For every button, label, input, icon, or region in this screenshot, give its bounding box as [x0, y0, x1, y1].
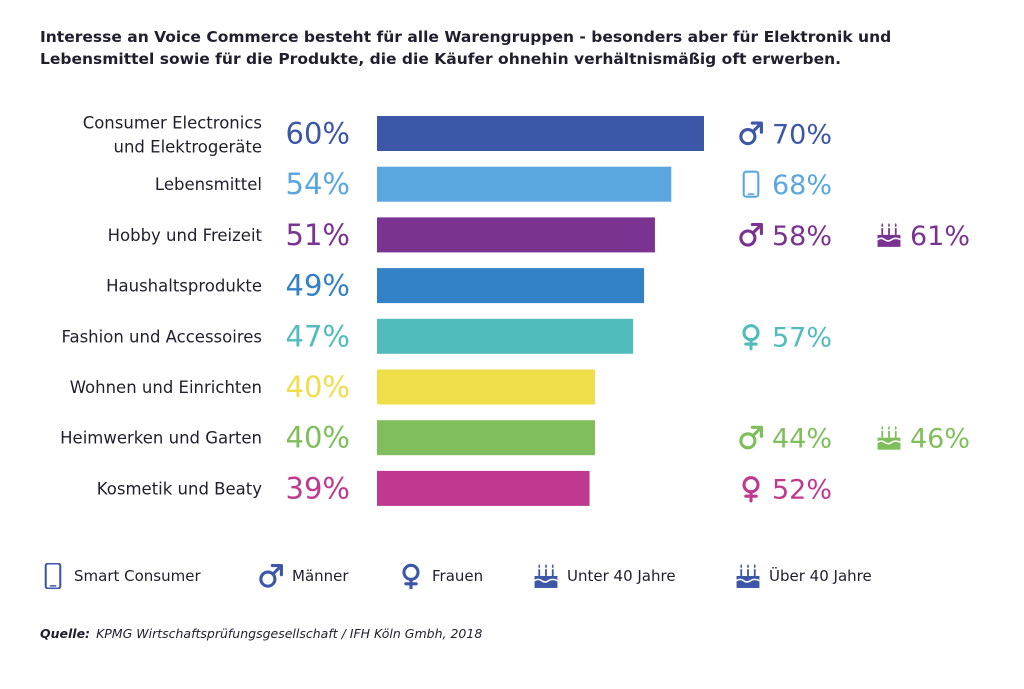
legend-item-maenner: Männer — [258, 556, 349, 596]
smartphone-icon — [742, 170, 760, 198]
legend-item-frauen: Frauen — [398, 556, 483, 596]
value-label: 60% — [286, 117, 350, 151]
segment-value-label: 58% — [772, 221, 832, 252]
source-note: Quelle: KPMG Wirtschaftsprüfungsgesellsch… — [40, 626, 482, 641]
bar — [377, 217, 655, 253]
chart-title-line-2: Lebensmittel sowie für die Produkte, die… — [40, 50, 842, 68]
category-label: Kosmetik und Beaty — [97, 479, 262, 498]
bar — [377, 369, 595, 405]
value-label: 49% — [286, 269, 350, 303]
male-icon — [739, 425, 763, 450]
source-prefix: Quelle: — [40, 626, 91, 641]
smartphone-icon — [40, 563, 66, 589]
source-text: KPMG Wirtschaftsprüfungsgesellschaft / I… — [96, 626, 483, 641]
category-label: Heimwerken und Garten — [60, 429, 262, 448]
female-icon — [742, 324, 760, 351]
bar — [377, 116, 704, 151]
segment-value-label: 70% — [772, 120, 832, 151]
legend-label: Männer — [292, 567, 349, 585]
segment-value-label: 61% — [910, 221, 970, 252]
bar — [377, 470, 590, 506]
category-label: Lebensmittel — [155, 175, 262, 194]
legend-item-unter-40: Unter 40 Jahre — [533, 556, 676, 596]
value-label: 47% — [286, 319, 350, 353]
segment-value-label: 52% — [772, 474, 832, 505]
bar — [377, 420, 595, 456]
value-label: 40% — [286, 370, 350, 404]
cake-icon — [735, 563, 761, 589]
legend-label: Smart Consumer — [74, 567, 201, 585]
chart-title-line-1: Interesse an Voice Commerce besteht für … — [40, 28, 892, 46]
legend-label: Über 40 Jahre — [769, 567, 872, 585]
male-icon — [258, 563, 284, 589]
legend-label: Unter 40 Jahre — [567, 567, 676, 585]
category-label: Wohnen und Einrichten — [70, 378, 262, 397]
chart-title: Interesse an Voice Commerce besteht für … — [40, 26, 940, 70]
legend-item-ueber-40: Über 40 Jahre — [735, 556, 872, 596]
male-icon — [739, 121, 763, 146]
bar — [377, 166, 672, 202]
bar-chart: Consumer Electronics und Elektrogeräte 60%… — [60, 114, 970, 506]
value-label: 54% — [286, 167, 350, 201]
segment-value-label: 46% — [910, 424, 970, 455]
legend: Smart Consumer Männer Frauen Unter 40 Ja… — [40, 556, 1000, 596]
female-icon — [398, 563, 424, 589]
value-label: 40% — [286, 421, 350, 455]
cake-icon — [877, 425, 901, 450]
legend-item-smart-consumer: Smart Consumer — [40, 556, 201, 596]
category-label: Hobby und Freizeit — [108, 226, 263, 245]
male-icon — [739, 222, 763, 247]
segment-value-label: 57% — [772, 322, 832, 353]
legend-label: Frauen — [432, 567, 484, 585]
bar — [377, 268, 645, 304]
category-label: Haushaltsprodukte — [106, 277, 262, 296]
category-label: Fashion und Accessoires — [62, 327, 263, 346]
value-label: 51% — [286, 218, 350, 252]
value-label: 39% — [286, 471, 350, 505]
segment-value-label: 44% — [772, 424, 832, 455]
cake-icon — [877, 222, 901, 247]
cake-icon — [533, 563, 559, 589]
segment-value-label: 68% — [772, 170, 832, 201]
category-label: Consumer Electronics und Elektrogeräte — [83, 114, 262, 157]
female-icon — [742, 476, 760, 503]
bar — [377, 318, 634, 354]
